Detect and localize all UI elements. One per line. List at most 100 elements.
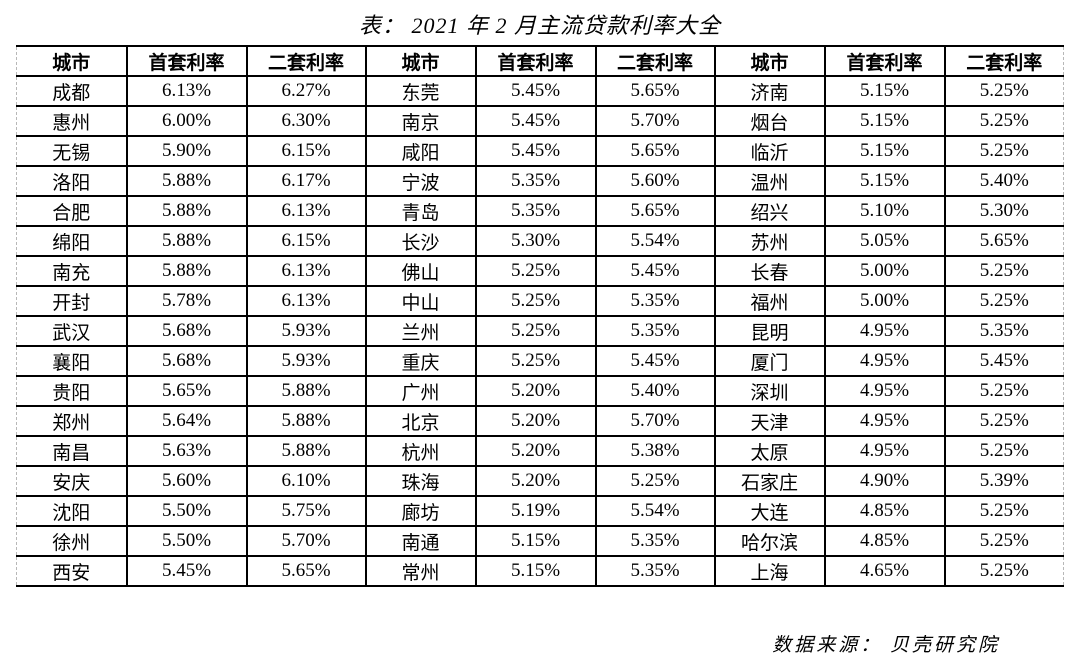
rate-cell: 5.30% [943, 195, 1064, 227]
rate-cell: 5.20% [474, 405, 597, 437]
city-cell: 北京 [364, 405, 477, 437]
city-cell: 兰州 [364, 315, 477, 347]
city-cell: 广州 [364, 375, 477, 407]
city-cell: 合肥 [16, 195, 128, 227]
city-cell: 太原 [713, 435, 826, 467]
rate-cell: 5.65% [125, 375, 248, 407]
rate-cell: 6.27% [245, 75, 367, 107]
city-cell: 常州 [364, 555, 477, 587]
table-row: 南充 5.88% 6.13% 佛山 5.25% 5.45% 长春 5.00% 5.25% [16, 255, 1064, 287]
rate-cell: 5.05% [823, 225, 946, 257]
rate-cell: 5.00% [823, 285, 946, 317]
rate-cell: 5.65% [594, 135, 716, 167]
rate-cell: 5.15% [474, 525, 597, 557]
rate-cell: 5.19% [474, 495, 597, 527]
rate-cell: 5.65% [943, 225, 1064, 257]
table-row: 贵阳 5.65% 5.88% 广州 5.20% 5.40% 深圳 4.95% 5.25% [16, 375, 1064, 407]
city-cell: 咸阳 [364, 135, 477, 167]
city-cell: 重庆 [364, 345, 477, 377]
rate-cell: 4.95% [823, 405, 946, 437]
table-row: 合肥 5.88% 6.13% 青岛 5.35% 5.65% 绍兴 5.10% 5.30% [16, 195, 1064, 227]
city-cell: 无锡 [16, 135, 128, 167]
table-row: 无锡 5.90% 6.15% 咸阳 5.45% 5.65% 临沂 5.15% 5.25% [16, 135, 1064, 167]
table-row: 安庆 5.60% 6.10% 珠海 5.20% 5.25% 石家庄 4.90% 5.39% [16, 465, 1064, 497]
header-cell: 二套利率 [245, 45, 367, 77]
rate-cell: 4.95% [823, 375, 946, 407]
city-cell: 哈尔滨 [713, 525, 826, 557]
rate-cell: 4.95% [823, 435, 946, 467]
table-row: 绵阳 5.88% 6.15% 长沙 5.30% 5.54% 苏州 5.05% 5.65% [16, 225, 1064, 257]
rate-cell: 5.25% [943, 255, 1064, 287]
rate-cell: 5.15% [823, 105, 946, 137]
rate-cell: 5.64% [125, 405, 248, 437]
city-cell: 开封 [16, 285, 128, 317]
city-cell: 洛阳 [16, 165, 128, 197]
rate-cell: 4.65% [823, 555, 946, 587]
city-cell: 南通 [364, 525, 477, 557]
city-cell: 贵阳 [16, 375, 128, 407]
rate-cell: 4.90% [823, 465, 946, 497]
rate-cell: 6.13% [125, 75, 248, 107]
city-cell: 徐州 [16, 525, 128, 557]
rate-cell: 5.30% [474, 225, 597, 257]
rate-cell: 4.85% [823, 525, 946, 557]
rate-cell: 5.88% [245, 435, 367, 467]
header-cell: 城市 [364, 45, 477, 77]
rate-cell: 5.88% [245, 375, 367, 407]
city-cell: 苏州 [713, 225, 826, 257]
table-row: 开封 5.78% 6.13% 中山 5.25% 5.35% 福州 5.00% 5.25% [16, 285, 1064, 317]
rate-cell: 6.15% [245, 135, 367, 167]
table-row: 西安 5.45% 5.65% 常州 5.15% 5.35% 上海 4.65% 5.25% [16, 555, 1064, 587]
rate-cell: 5.25% [943, 135, 1064, 167]
rate-cell: 5.45% [125, 555, 248, 587]
table-row: 武汉 5.68% 5.93% 兰州 5.25% 5.35% 昆明 4.95% 5.35% [16, 315, 1064, 347]
rate-cell: 5.93% [245, 315, 367, 347]
rate-cell: 5.15% [823, 165, 946, 197]
table-row: 洛阳 5.88% 6.17% 宁波 5.35% 5.60% 温州 5.15% 5.40% [16, 165, 1064, 197]
rate-cell: 5.75% [245, 495, 367, 527]
city-cell: 东莞 [364, 75, 477, 107]
rate-cell: 5.88% [125, 195, 248, 227]
table-row: 南昌 5.63% 5.88% 杭州 5.20% 5.38% 太原 4.95% 5.25% [16, 435, 1064, 467]
table-body: 成都 6.13% 6.27% 东莞 5.45% 5.65% 济南 5.15% 5.25% 惠州 6.… [16, 75, 1064, 587]
rate-cell: 5.25% [943, 555, 1064, 587]
header-cell: 城市 [16, 45, 128, 77]
rate-cell: 5.35% [594, 285, 716, 317]
city-cell: 南京 [364, 105, 477, 137]
rate-cell: 5.65% [245, 555, 367, 587]
rate-cell: 5.15% [474, 555, 597, 587]
rate-cell: 5.10% [823, 195, 946, 227]
rate-cell: 5.70% [594, 405, 716, 437]
city-cell: 烟台 [713, 105, 826, 137]
city-cell: 西安 [16, 555, 128, 587]
rate-cell: 6.13% [245, 285, 367, 317]
rate-cell: 5.45% [474, 75, 597, 107]
city-cell: 杭州 [364, 435, 477, 467]
rate-cell: 5.25% [943, 495, 1064, 527]
rate-cell: 5.40% [943, 165, 1064, 197]
rate-cell: 5.88% [245, 405, 367, 437]
rate-cell: 6.00% [125, 105, 248, 137]
rate-cell: 5.38% [594, 435, 716, 467]
city-cell: 天津 [713, 405, 826, 437]
rate-cell: 6.17% [245, 165, 367, 197]
rate-cell: 5.20% [474, 435, 597, 467]
rate-cell: 6.10% [245, 465, 367, 497]
rate-cell: 6.13% [245, 195, 367, 227]
header-cell: 首套利率 [125, 45, 248, 77]
rate-cell: 6.13% [245, 255, 367, 287]
city-cell: 武汉 [16, 315, 128, 347]
city-cell: 襄阳 [16, 345, 128, 377]
city-cell: 郑州 [16, 405, 128, 437]
rate-cell: 5.25% [943, 75, 1064, 107]
rate-cell: 5.54% [594, 495, 716, 527]
city-cell: 珠海 [364, 465, 477, 497]
rate-cell: 5.35% [943, 315, 1064, 347]
table-row: 成都 6.13% 6.27% 东莞 5.45% 5.65% 济南 5.15% 5.25% [16, 75, 1064, 107]
rate-cell: 5.25% [943, 285, 1064, 317]
city-cell: 长沙 [364, 225, 477, 257]
city-cell: 上海 [713, 555, 826, 587]
city-cell: 绍兴 [713, 195, 826, 227]
city-cell: 厦门 [713, 345, 826, 377]
